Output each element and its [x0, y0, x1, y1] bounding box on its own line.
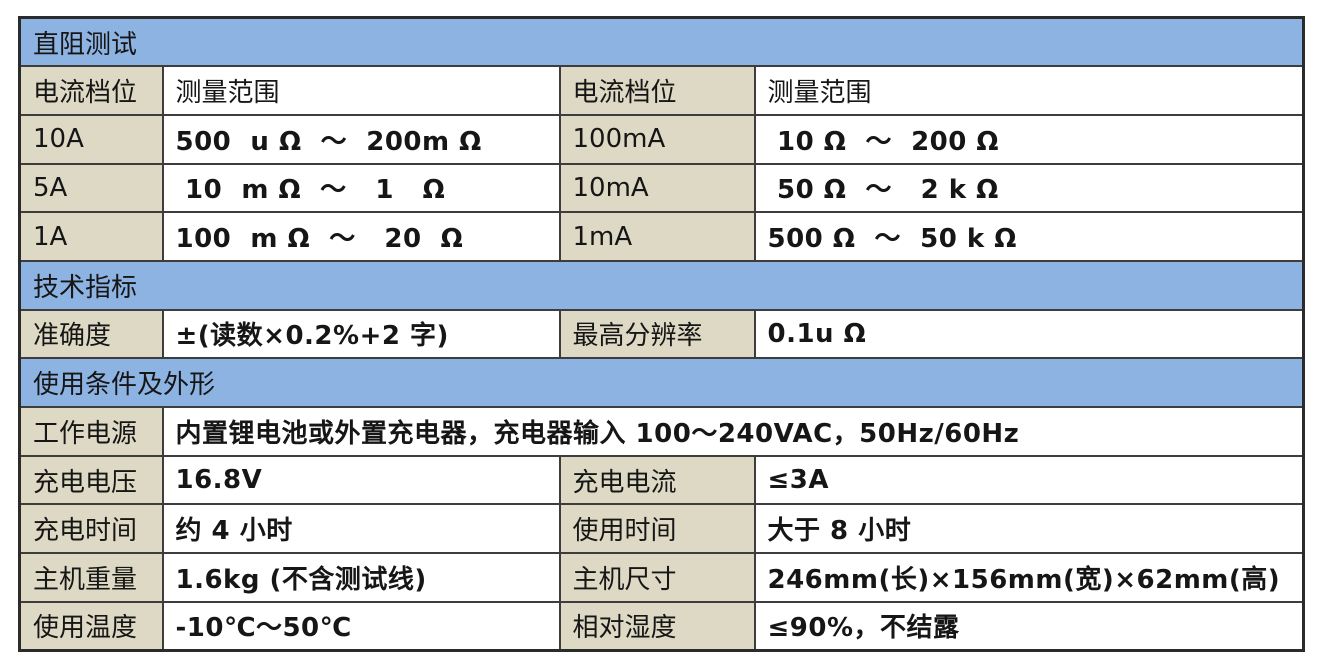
dimensions-label: 主机尺寸: [558, 552, 756, 603]
table-row-weight-size: 主机重量 1.6kg (不含测试线) 主机尺寸 246mm(长)×156mm(宽…: [18, 552, 1305, 603]
table-row-10a: 10A 500 u Ω ～ 200m Ω 100mA 10 Ω ～ 200 Ω: [18, 113, 1305, 165]
temperature-label: 使用温度: [18, 600, 164, 652]
table-row-charging-voltage: 充电电压 16.8V 充电电流 ≤3A: [18, 454, 1305, 506]
table-row-temp-humidity: 使用温度 -10℃～50℃ 相对湿度 ≤90%，不结露: [18, 600, 1305, 652]
range-label-10ma: 10mA: [558, 162, 756, 214]
range-value-100ma: 10 Ω ～ 200 Ω: [753, 113, 1305, 165]
charge-time-value: 约 4 小时: [161, 503, 561, 555]
table-row-accuracy: 准确度 ±(读数×0.2%+2 字) 最高分辨率 0.1u Ω: [18, 308, 1305, 360]
col-header-current-range-2: 电流档位: [558, 65, 756, 116]
resolution-value: 0.1u Ω: [753, 308, 1305, 360]
table-row-1a: 1A 100 m Ω ～ 20 Ω 1mA 500 Ω ～ 50 k Ω: [18, 211, 1305, 262]
range-value-1a: 100 m Ω ～ 20 Ω: [161, 211, 561, 262]
charge-current-value: ≤3A: [753, 454, 1305, 506]
section-row-resistance-test: 直阻测试: [18, 16, 1305, 68]
table-row-charging-time: 充电时间 约 4 小时 使用时间 大于 8 小时: [18, 503, 1305, 555]
power-supply-label: 工作电源: [18, 406, 164, 457]
section-row-conditions: 使用条件及外形: [18, 357, 1305, 408]
usage-time-value: 大于 8 小时: [753, 503, 1305, 555]
range-label-1ma: 1mA: [558, 211, 756, 262]
range-label-10a: 10A: [18, 113, 164, 165]
range-value-5a: 10 m Ω ～ 1 Ω: [161, 162, 561, 214]
charge-voltage-value: 16.8V: [161, 454, 561, 506]
table-row-power-supply: 工作电源 内置锂电池或外置充电器，充电器输入 100～240VAC，50Hz/6…: [18, 406, 1305, 457]
range-value-10ma: 50 Ω ～ 2 k Ω: [753, 162, 1305, 214]
col-header-measure-range-1: 测量范围: [161, 65, 561, 116]
spec-table: 直阻测试 电流档位 测量范围 电流档位 测量范围 10A 500 u Ω ～ 2…: [18, 16, 1306, 652]
accuracy-value: ±(读数×0.2%+2 字): [161, 308, 561, 360]
humidity-label: 相对湿度: [558, 600, 756, 652]
accuracy-label: 准确度: [18, 308, 164, 360]
power-supply-value: 内置锂电池或外置充电器，充电器输入 100～240VAC，50Hz/60Hz: [161, 406, 1305, 457]
resolution-label: 最高分辨率: [558, 308, 756, 360]
charge-time-label: 充电时间: [18, 503, 164, 555]
dimensions-value: 246mm(长)×156mm(宽)×62mm(高): [753, 552, 1305, 603]
section-row-tech-specs: 技术指标: [18, 259, 1305, 311]
section-header-tech-specs: 技术指标: [18, 259, 1305, 311]
range-label-100ma: 100mA: [558, 113, 756, 165]
temperature-value: -10℃～50℃: [161, 600, 561, 652]
column-header-row: 电流档位 测量范围 电流档位 测量范围: [18, 65, 1305, 116]
section-header-resistance-test: 直阻测试: [18, 16, 1305, 68]
weight-value: 1.6kg (不含测试线): [161, 552, 561, 603]
weight-label: 主机重量: [18, 552, 164, 603]
humidity-value: ≤90%，不结露: [753, 600, 1305, 652]
section-header-conditions: 使用条件及外形: [18, 357, 1305, 408]
charge-voltage-label: 充电电压: [18, 454, 164, 506]
usage-time-label: 使用时间: [558, 503, 756, 555]
charge-current-label: 充电电流: [558, 454, 756, 506]
col-header-current-range-1: 电流档位: [18, 65, 164, 116]
range-value-1ma: 500 Ω ～ 50 k Ω: [753, 211, 1305, 262]
col-header-measure-range-2: 测量范围: [753, 65, 1305, 116]
table-row-5a: 5A 10 m Ω ～ 1 Ω 10mA 50 Ω ～ 2 k Ω: [18, 162, 1305, 214]
range-label-1a: 1A: [18, 211, 164, 262]
range-value-10a: 500 u Ω ～ 200m Ω: [161, 113, 561, 165]
range-label-5a: 5A: [18, 162, 164, 214]
